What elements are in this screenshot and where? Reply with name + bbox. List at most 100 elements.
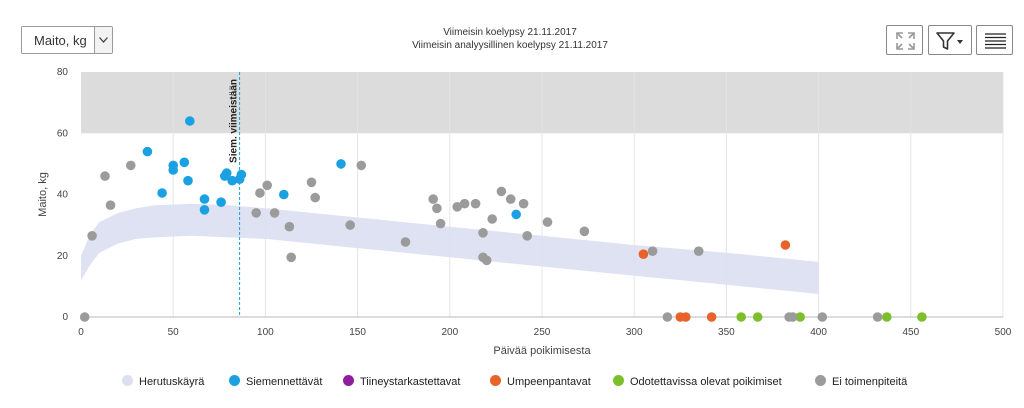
data-point <box>345 220 356 230</box>
menu-button[interactable] <box>976 25 1013 55</box>
fullscreen-button[interactable] <box>886 25 923 55</box>
data-point <box>356 160 367 171</box>
y-tick-label: 0 <box>62 312 68 323</box>
data-point <box>579 226 590 237</box>
data-point <box>87 231 97 241</box>
data-point <box>496 186 507 197</box>
data-point <box>428 194 439 204</box>
data-point <box>522 231 532 241</box>
data-point <box>262 180 273 191</box>
data-point <box>542 217 553 227</box>
data-point <box>269 208 280 218</box>
legend-label-no-action: Ei toimenpiteitä <box>832 376 908 388</box>
data-point <box>336 159 346 169</box>
data-point <box>236 169 247 180</box>
legend-label-pregnancy-check: Tiineystarkastettavat <box>360 376 461 388</box>
data-point <box>251 208 261 218</box>
data-point <box>872 312 883 322</box>
data-point <box>126 160 136 171</box>
data-point <box>481 255 492 266</box>
data-point <box>142 146 153 157</box>
y-axis-title: Maito, kg <box>37 172 49 217</box>
data-point <box>79 312 90 322</box>
data-point <box>693 246 704 256</box>
data-point <box>100 171 110 181</box>
legend-item-dry-off[interactable]: Umpeenpantavat <box>490 375 591 388</box>
data-point <box>183 175 193 186</box>
data-point <box>452 202 463 212</box>
legend-label-lactation-curve: Herutuskäyrä <box>139 376 205 388</box>
legend-item-lactation-curve[interactable]: Herutuskäyrä <box>122 375 204 388</box>
data-point <box>470 198 481 209</box>
data-point <box>780 240 791 250</box>
x-tick-label: 400 <box>810 327 827 338</box>
data-point <box>505 194 516 204</box>
y-tick-label: 40 <box>57 190 69 201</box>
x-tick-label: 150 <box>349 327 366 338</box>
chart-legend: Herutuskäyrä Siemennettävät Tiineystarka… <box>0 375 1024 393</box>
chevron-down-icon[interactable] <box>94 27 112 53</box>
data-point <box>681 312 691 322</box>
filter-button[interactable] <box>928 25 972 55</box>
data-point <box>227 175 237 186</box>
legend-item-expected-calvings[interactable]: Odotettavissa olevat poikimiset <box>613 375 782 388</box>
data-point <box>179 157 190 168</box>
x-tick-label: 50 <box>168 327 180 338</box>
data-point <box>400 237 411 247</box>
last-analysis-weighing: Viimeisin analyysillinen koelypsy 21.11.… <box>412 40 608 51</box>
x-tick-label: 100 <box>257 327 274 338</box>
x-tick-label: 450 <box>902 327 919 338</box>
legend-item-no-action[interactable]: Ei toimenpiteitä <box>815 375 907 388</box>
data-point <box>168 160 178 171</box>
data-point <box>310 192 321 203</box>
measure-select[interactable]: Maito, kg <box>21 26 113 54</box>
data-point <box>638 249 649 259</box>
data-point <box>221 168 232 178</box>
data-point <box>432 203 442 214</box>
menu-lines-icon <box>985 33 1006 49</box>
x-tick-label: 350 <box>718 327 735 338</box>
legend-swatch-no-action <box>815 375 826 386</box>
data-point <box>817 312 828 322</box>
y-tick-label: 60 <box>57 128 69 139</box>
data-point <box>459 198 470 209</box>
milk-yield-chart: 0 50 100 150 200 250 300 350 400 450 500 0 20 40 60 80 P… <box>37 67 1012 357</box>
legend-item-inseminate[interactable]: Siemennettävät <box>229 375 322 388</box>
legend-swatch-lactation-curve <box>122 375 133 386</box>
y-tick-label: 80 <box>57 67 69 78</box>
data-point <box>647 246 658 256</box>
legend-swatch-inseminate <box>229 375 240 386</box>
data-point <box>662 312 673 322</box>
data-point <box>752 312 763 322</box>
legend-item-pregnancy-check[interactable]: Tiineystarkastettavat <box>343 375 460 388</box>
data-point <box>487 214 498 224</box>
legend-swatch-dry-off <box>490 375 501 386</box>
data-point <box>279 189 289 200</box>
data-point <box>435 218 446 229</box>
data-point <box>736 312 746 322</box>
x-axis-title: Päivää poikimisesta <box>493 345 591 357</box>
data-point <box>185 116 195 126</box>
x-tick-label: 250 <box>534 327 551 338</box>
y-tick-label: 20 <box>57 251 69 262</box>
data-point <box>788 312 798 322</box>
legend-label-dry-off: Umpeenpantavat <box>507 376 591 388</box>
data-point <box>286 252 297 263</box>
x-tick-label: 300 <box>626 327 643 338</box>
legend-swatch-expected-calvings <box>613 375 624 386</box>
data-point <box>284 221 295 232</box>
data-point <box>511 209 521 220</box>
x-tick-label: 500 <box>995 327 1012 338</box>
legend-swatch-pregnancy-check <box>343 375 354 386</box>
measure-select-value: Maito, kg <box>34 33 87 48</box>
data-point <box>105 200 116 210</box>
data-point <box>917 312 927 322</box>
data-point <box>306 177 317 188</box>
x-tick-label: 200 <box>441 327 458 338</box>
data-point <box>518 198 529 209</box>
filter-icon <box>936 32 963 50</box>
legend-label-inseminate: Siemennettävät <box>246 376 323 388</box>
x-tick-label: 0 <box>78 327 84 338</box>
data-point <box>216 197 226 207</box>
insemination-deadline-label: Siem. viimeistään <box>229 79 240 163</box>
